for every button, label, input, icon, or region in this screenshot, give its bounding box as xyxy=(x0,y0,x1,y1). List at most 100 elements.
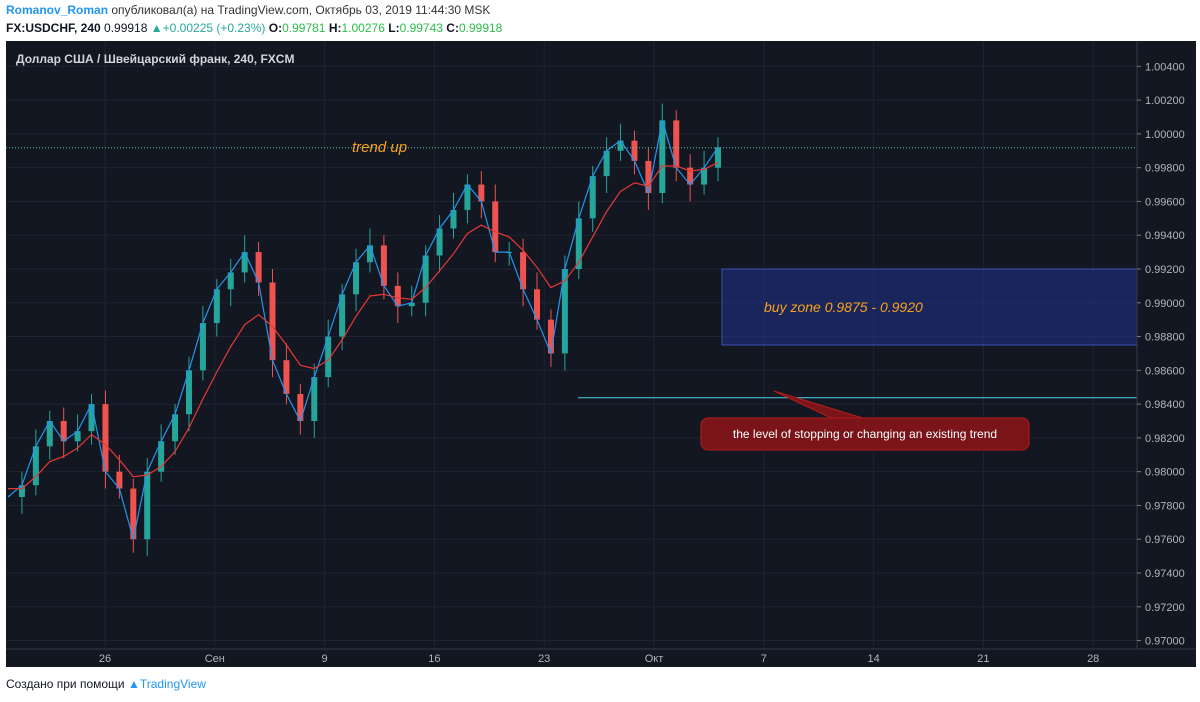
candle-body xyxy=(213,289,220,324)
candle-body xyxy=(715,147,721,168)
candle-body xyxy=(492,201,499,253)
candle-body xyxy=(687,167,694,185)
candle-body xyxy=(394,285,401,307)
candle-body xyxy=(102,404,109,472)
candle-body xyxy=(297,393,304,421)
candle-body xyxy=(60,421,67,442)
candle-body xyxy=(631,140,638,161)
x-tick-label: Окт xyxy=(645,653,664,665)
y-tick-label: 0.97800 xyxy=(1145,500,1185,512)
candle-body xyxy=(408,302,415,307)
y-tick-label: 0.98600 xyxy=(1145,365,1185,377)
buy-zone-label: buy zone 0.9875 - 0.9920 xyxy=(764,299,923,315)
y-tick-label: 1.00200 xyxy=(1145,95,1185,107)
y-tick-label: 0.97000 xyxy=(1145,636,1185,648)
candle-body xyxy=(450,209,457,229)
candle-body xyxy=(199,323,206,371)
ma-fast-line xyxy=(7,120,719,540)
candle-body xyxy=(185,370,192,415)
x-tick-label: 21 xyxy=(977,653,989,665)
x-tick-label: 7 xyxy=(761,653,767,665)
candle-body xyxy=(46,421,53,447)
y-tick-label: 0.98200 xyxy=(1145,433,1185,445)
last-price: 0.99918 xyxy=(104,21,148,35)
x-tick-label: 14 xyxy=(867,653,879,665)
candle-body xyxy=(227,272,234,290)
buy-zone-rect xyxy=(721,268,1138,346)
candle-body xyxy=(311,377,318,421)
candle-body xyxy=(353,262,360,295)
close-value: 0.99918 xyxy=(458,21,503,35)
tradingview-brand[interactable]: TradingView xyxy=(139,677,206,691)
open-value: 0.99781 xyxy=(282,21,326,35)
y-tick-label: 0.99000 xyxy=(1145,298,1185,310)
candle-body xyxy=(18,485,25,497)
candle-body xyxy=(547,319,554,354)
candle-body xyxy=(436,228,443,256)
candle-body xyxy=(74,431,81,442)
trend-label: trend up xyxy=(352,139,407,156)
candle-body xyxy=(478,184,485,202)
change-value: +0.00225 (+0.23%) xyxy=(162,21,266,35)
symbol-label: FX:USDCHF, 240 xyxy=(6,21,101,35)
candle-body xyxy=(380,245,387,286)
candle-body xyxy=(645,160,652,193)
y-tick-label: 0.99600 xyxy=(1145,196,1185,208)
candle-body xyxy=(575,218,582,269)
change-up-icon: ▲ xyxy=(150,21,163,35)
candle-body xyxy=(116,471,123,489)
low-label: L: xyxy=(388,21,400,35)
y-tick-label: 0.98000 xyxy=(1145,467,1185,479)
candle-body xyxy=(701,167,708,185)
x-tick-label: 28 xyxy=(1087,653,1099,665)
price-axis-panel xyxy=(1137,41,1196,667)
callout-text: the level of stopping or changing an exi… xyxy=(733,427,997,441)
candle-body xyxy=(255,252,262,283)
open-label: O: xyxy=(268,21,283,35)
x-tick-label: 16 xyxy=(428,653,440,665)
candle-body xyxy=(464,184,471,210)
ma-slow-line xyxy=(8,162,719,490)
high-value: 1.00276 xyxy=(341,21,385,35)
y-tick-label: 0.98400 xyxy=(1145,399,1185,411)
ohlc-legend: FX:USDCHF, 240 0.99918 ▲+0.00225 (+0.23%… xyxy=(6,21,502,35)
candle-body xyxy=(422,255,429,303)
close-label: C: xyxy=(446,21,459,35)
y-tick-label: 1.00400 xyxy=(1145,61,1185,73)
published-text: опубликовал(а) на TradingView.com, Октяб… xyxy=(111,3,491,17)
candle-body xyxy=(339,294,346,337)
candle-body xyxy=(366,245,373,263)
candle-body xyxy=(269,282,276,361)
candle-body xyxy=(88,404,95,432)
x-tick-label: 9 xyxy=(322,653,328,665)
footer-credit: Создано при помощи ▲TradingView xyxy=(6,677,206,691)
x-tick-label: 26 xyxy=(99,653,111,665)
candle-body xyxy=(659,120,666,193)
y-tick-label: 0.97200 xyxy=(1145,602,1185,614)
candle-body xyxy=(561,269,568,354)
candle-body xyxy=(325,336,332,378)
high-label: H: xyxy=(328,21,342,35)
y-tick-label: 0.99800 xyxy=(1145,163,1185,175)
made-with-text: Создано при помощи xyxy=(6,677,125,691)
candle-body xyxy=(144,471,151,540)
candle-body xyxy=(32,446,39,486)
y-tick-label: 0.97400 xyxy=(1145,568,1185,580)
publish-info: Romanov_Roman опубликовал(а) на TradingV… xyxy=(6,3,490,17)
x-tick-label: Сен xyxy=(205,653,225,665)
candle-body xyxy=(603,150,610,177)
candle-body xyxy=(589,176,596,219)
low-value: 0.99743 xyxy=(399,21,443,35)
y-tick-label: 0.99400 xyxy=(1145,230,1185,242)
y-tick-label: 1.00000 xyxy=(1145,129,1185,141)
candle-body xyxy=(130,488,137,540)
author-link[interactable]: Romanov_Roman xyxy=(6,3,109,17)
tradingview-logo-icon[interactable]: ▲ xyxy=(127,677,140,691)
y-tick-label: 0.99200 xyxy=(1145,264,1185,276)
y-tick-label: 0.97600 xyxy=(1145,534,1185,546)
candle-body xyxy=(158,441,165,472)
chart-title: Доллар США / Швейцарский франк, 240, FXC… xyxy=(16,52,294,66)
y-tick-label: 0.98800 xyxy=(1145,332,1185,344)
